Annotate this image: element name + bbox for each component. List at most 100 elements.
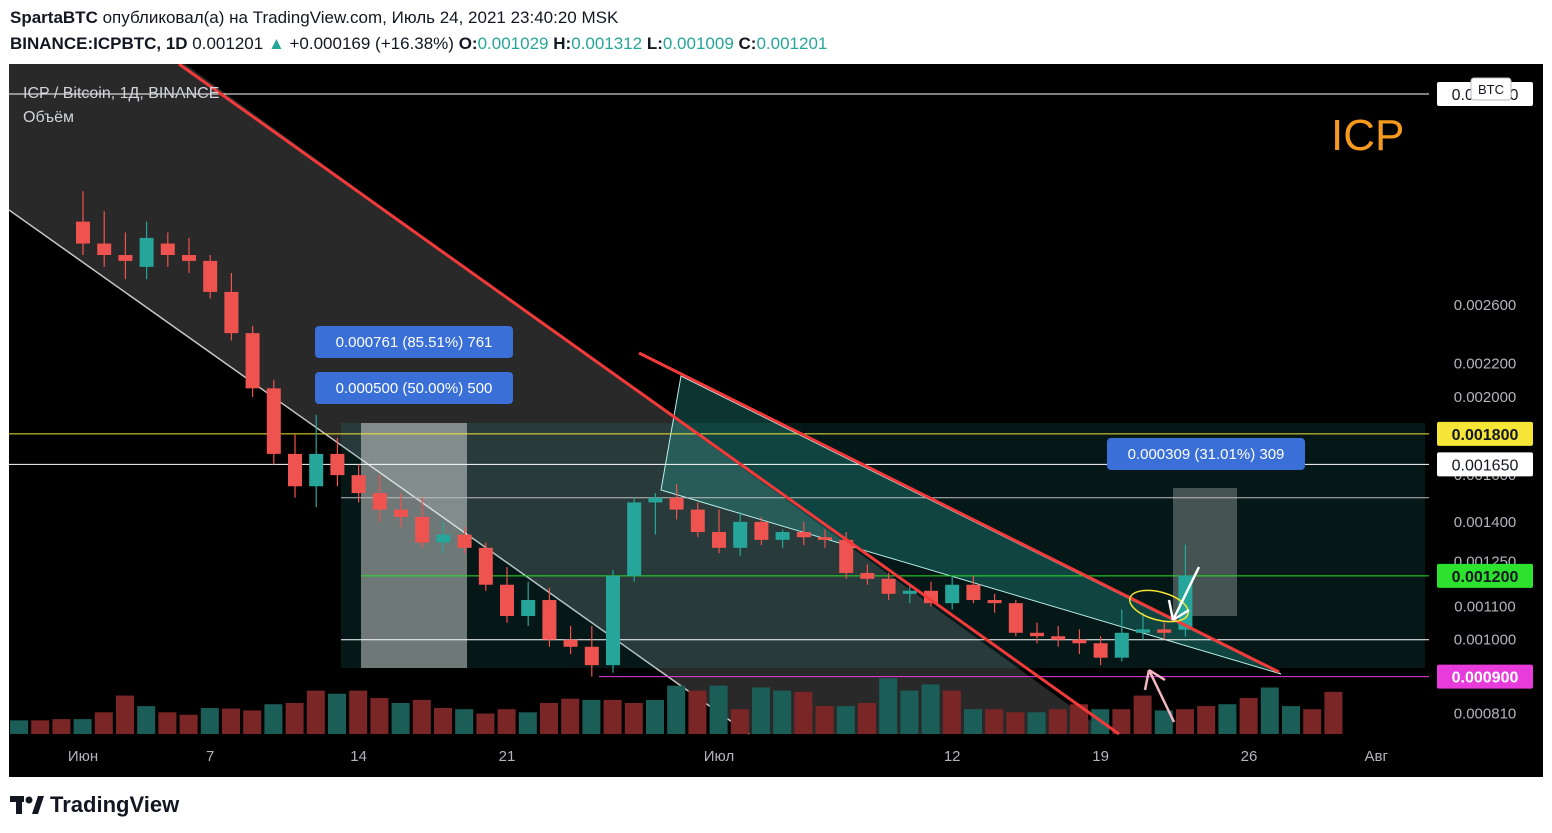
volume-bar	[31, 720, 50, 734]
x-tick-label: 7	[206, 748, 214, 765]
x-axis-band	[9, 735, 1543, 777]
candle-body	[76, 221, 90, 244]
candle-body	[945, 584, 960, 604]
candle-body	[160, 243, 175, 256]
candle-body	[648, 497, 663, 503]
volume-bar	[412, 699, 431, 734]
candle-body	[733, 521, 748, 548]
price-label-box	[1437, 421, 1533, 446]
volume-bar	[730, 709, 749, 734]
volume-bar	[561, 698, 580, 734]
watermark-text: ICP	[1331, 111, 1404, 160]
candle-body	[1093, 643, 1108, 658]
volume-bar	[624, 703, 643, 734]
candle-body	[775, 532, 790, 540]
price-change: +0.000169 (+16.38%)	[289, 34, 454, 53]
candle-body	[203, 260, 218, 292]
measure-label-box	[315, 372, 513, 404]
volume-bar	[158, 712, 177, 734]
high-label: H:	[553, 34, 572, 53]
volume-bar	[1239, 698, 1258, 734]
candle-body	[1030, 632, 1044, 637]
volume-bar	[942, 690, 961, 734]
volume-bar	[370, 698, 389, 734]
volume-bar	[773, 690, 792, 734]
candle-body	[521, 600, 536, 617]
y-tick-label: 0.001100	[1454, 598, 1515, 615]
volume-bar	[455, 709, 474, 734]
volume-bar	[200, 707, 219, 734]
volume-bar	[1006, 712, 1025, 734]
candle-body	[266, 388, 281, 454]
volume-bar	[434, 707, 452, 734]
volume-bar	[603, 699, 622, 734]
candle-body	[1157, 629, 1172, 633]
low-label: L:	[646, 34, 663, 53]
measure-label-box	[1107, 438, 1305, 470]
candle-body	[394, 509, 408, 517]
volume-bar	[94, 712, 113, 734]
volume-bar	[1133, 695, 1152, 734]
volume-bar	[1282, 706, 1300, 734]
open-label: O:	[458, 34, 478, 53]
candle-body	[690, 509, 705, 533]
y-tick-label: 0.002200	[1454, 356, 1517, 373]
published-text: опубликовал(а) на TradingView.com, Июль …	[102, 8, 619, 27]
volume-bar	[476, 713, 495, 734]
y-tick-label: 0.000810	[1454, 706, 1517, 723]
close-value: 0.001201	[756, 34, 828, 53]
candle-body	[902, 590, 917, 594]
volume-bar	[306, 690, 325, 734]
candle-body	[224, 291, 239, 334]
legend-volume: Объём	[23, 109, 74, 126]
y-axis: 0.0026000.0022000.0020000.0016000.001400…	[1454, 297, 1517, 722]
candle-body	[182, 255, 196, 261]
price-label-box	[1437, 664, 1533, 689]
volume-bar	[497, 709, 516, 734]
candle-body	[606, 575, 620, 666]
last-price: 0.001201	[192, 34, 264, 53]
candle-body	[1114, 632, 1129, 658]
candle-body	[627, 502, 642, 576]
candle-body	[330, 453, 345, 476]
measure-box-1	[361, 423, 467, 668]
measure-label-text: 0.000309 (31.01%) 309	[1128, 446, 1285, 463]
candle-body	[796, 532, 811, 538]
volume-bar	[243, 710, 262, 734]
candle-body	[500, 584, 514, 617]
price-label-text: 0.001800	[1452, 427, 1519, 444]
y-tick-label: 0.001400	[1454, 514, 1517, 531]
volume-bar	[752, 687, 770, 734]
volume-bar	[815, 706, 834, 734]
volume-bar	[646, 699, 664, 734]
candle-body	[924, 590, 938, 604]
volume-bar	[921, 684, 940, 734]
price-label-text: 0.001200	[1452, 569, 1519, 586]
volume-bar	[1070, 704, 1088, 734]
volume-bar	[858, 703, 876, 734]
volume-bar	[349, 690, 368, 734]
symbol-name: BINANCE:ICPBTC, 1D	[10, 34, 188, 53]
tradingview-logo[interactable]: TradingView	[10, 792, 179, 818]
volume-bar	[137, 706, 156, 734]
candle-body	[712, 532, 726, 548]
trendline-main	[178, 64, 1120, 736]
measure-label-box	[315, 326, 513, 358]
volume-bar	[709, 685, 728, 734]
x-tick-label: Авг	[1364, 748, 1388, 765]
candle-body	[754, 521, 769, 540]
x-tick-label: 14	[350, 748, 367, 765]
volume-bar	[222, 708, 240, 734]
price-label-box	[1437, 563, 1533, 588]
x-axis: Июн 7 14 21 Июл 12 19 26 Авг	[9, 735, 1543, 777]
price-chart[interactable]: Июн 7 14 21 Июл 12 19 26 Авг 0.002600 0.002200 0.0…	[9, 64, 1543, 777]
volume-bar	[1324, 691, 1343, 734]
candle-body	[966, 584, 981, 601]
close-label: C:	[738, 34, 757, 53]
author-name[interactable]: SpartaBTC	[10, 8, 98, 27]
volume-bar	[879, 678, 898, 734]
currency-badge[interactable]	[1470, 77, 1512, 101]
legend-title: ICP / Bitcoin, 1Д, BINANCE	[23, 85, 219, 102]
volume-bar	[964, 709, 982, 734]
volume-bar	[794, 691, 813, 734]
